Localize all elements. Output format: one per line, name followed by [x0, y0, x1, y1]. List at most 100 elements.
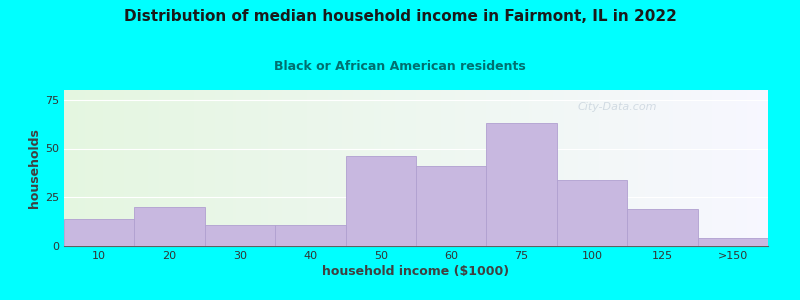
Bar [747, 90, 750, 246]
Bar [592, 90, 595, 246]
Bar [180, 90, 184, 246]
Bar [662, 90, 666, 246]
Bar [469, 90, 472, 246]
Bar [131, 90, 134, 246]
Bar [638, 90, 642, 246]
Bar [726, 90, 730, 246]
Bar [152, 90, 155, 246]
Bar [124, 90, 127, 246]
Bar [652, 90, 655, 246]
Bar [448, 90, 451, 246]
Bar [159, 90, 162, 246]
Bar [212, 90, 215, 246]
Bar [64, 90, 67, 246]
Bar [261, 90, 265, 246]
Bar [398, 90, 402, 246]
Bar [613, 90, 617, 246]
Bar [627, 90, 630, 246]
Bar [328, 90, 331, 246]
Bar [441, 90, 444, 246]
Bar [278, 90, 282, 246]
Bar [233, 90, 237, 246]
Bar [423, 90, 426, 246]
Bar [127, 90, 131, 246]
Bar [314, 90, 318, 246]
Bar [610, 90, 613, 246]
Bar [486, 123, 557, 246]
Bar [670, 90, 673, 246]
Bar [381, 90, 384, 246]
Bar [96, 90, 99, 246]
Bar [617, 90, 620, 246]
Bar [571, 90, 574, 246]
Bar [567, 90, 571, 246]
Bar [92, 90, 96, 246]
Bar [300, 90, 303, 246]
Bar [99, 90, 102, 246]
Bar [542, 90, 546, 246]
Bar [117, 90, 120, 246]
Bar [184, 90, 187, 246]
Bar [272, 90, 275, 246]
Bar [677, 90, 680, 246]
Bar [321, 90, 325, 246]
Text: Distribution of median household income in Fairmont, IL in 2022: Distribution of median household income … [123, 9, 677, 24]
Bar [366, 90, 370, 246]
Bar [237, 90, 240, 246]
Bar [599, 90, 602, 246]
Bar [458, 90, 462, 246]
Bar [673, 90, 677, 246]
Bar [634, 90, 638, 246]
Bar [363, 90, 366, 246]
Text: Black or African American residents: Black or African American residents [274, 60, 526, 73]
Bar [106, 90, 110, 246]
Bar [64, 219, 134, 246]
Bar [89, 90, 92, 246]
Bar [162, 90, 166, 246]
Bar [67, 90, 71, 246]
Bar [705, 90, 708, 246]
Bar [560, 90, 564, 246]
Bar [303, 90, 307, 246]
Bar [525, 90, 529, 246]
Bar [219, 90, 222, 246]
Bar [712, 90, 715, 246]
Bar [402, 90, 406, 246]
Bar [479, 90, 483, 246]
Bar [145, 90, 149, 246]
Bar [507, 90, 511, 246]
Bar [501, 90, 504, 246]
Bar [466, 90, 469, 246]
Bar [205, 90, 208, 246]
Bar [258, 90, 261, 246]
Bar [177, 90, 180, 246]
Bar [194, 90, 198, 246]
Bar [666, 90, 670, 246]
Bar [335, 90, 338, 246]
Bar [522, 90, 525, 246]
Bar [761, 90, 765, 246]
Bar [642, 90, 645, 246]
Bar [416, 166, 486, 246]
Bar [254, 90, 258, 246]
Bar [307, 90, 310, 246]
Bar [173, 90, 177, 246]
Bar [114, 90, 117, 246]
Bar [342, 90, 346, 246]
Bar [595, 90, 599, 246]
Bar [85, 90, 89, 246]
Bar [444, 90, 448, 246]
Bar [275, 224, 346, 246]
Bar [434, 90, 437, 246]
Bar [582, 90, 585, 246]
Bar [472, 90, 476, 246]
Bar [630, 90, 634, 246]
Bar [546, 90, 550, 246]
Y-axis label: households: households [28, 128, 41, 208]
Bar [655, 90, 659, 246]
Bar [624, 90, 627, 246]
Bar [134, 207, 205, 246]
Bar [722, 90, 726, 246]
Bar [606, 90, 610, 246]
Bar [490, 90, 494, 246]
